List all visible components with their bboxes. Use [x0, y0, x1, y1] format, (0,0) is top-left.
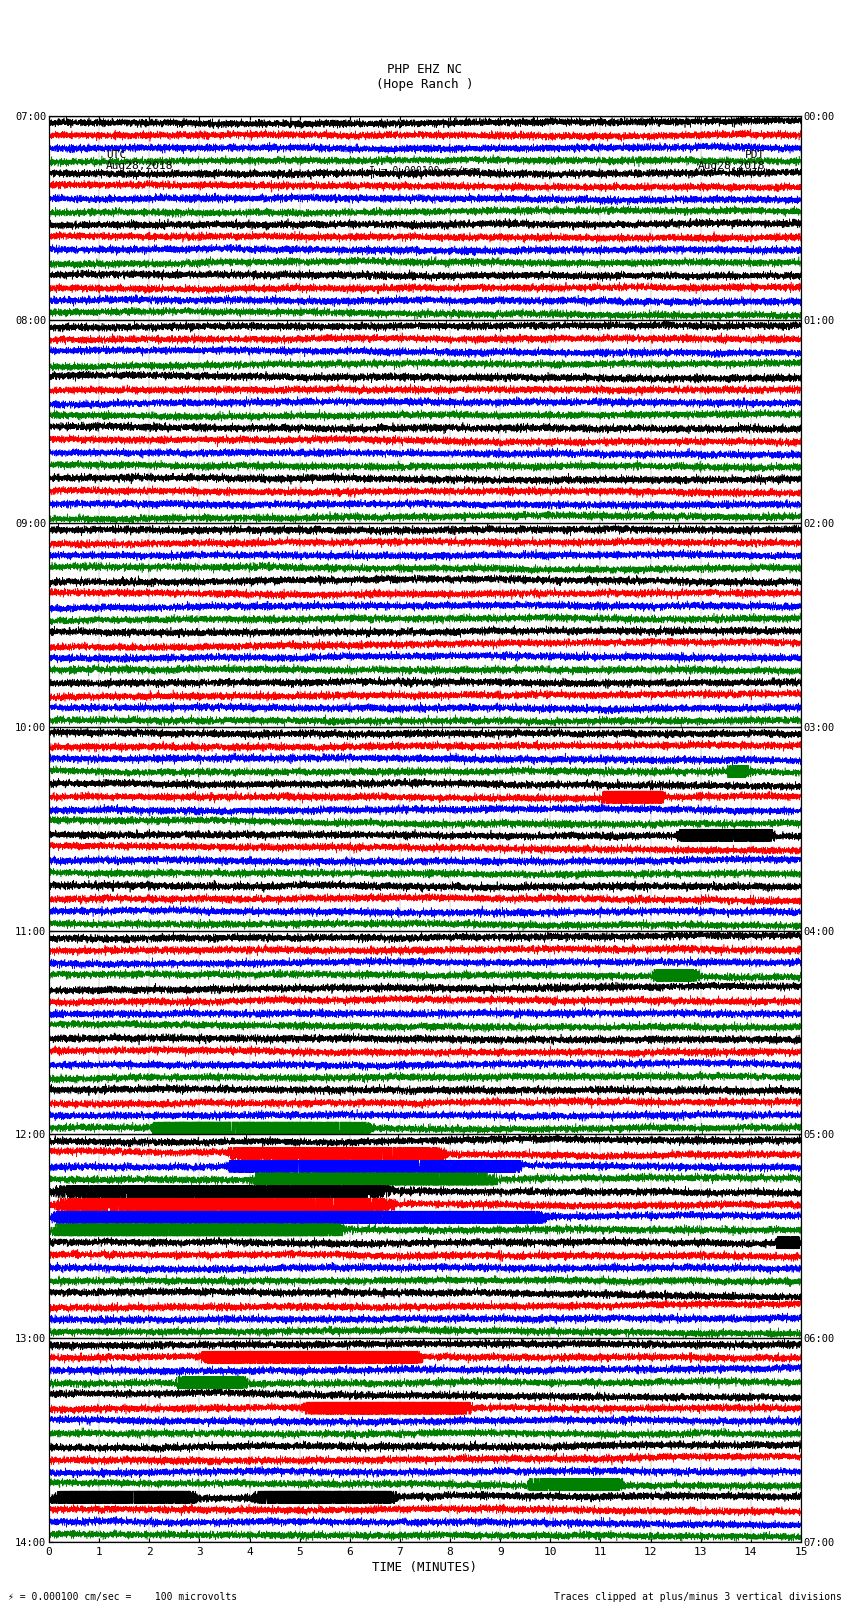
Text: Traces clipped at plus/minus 3 vertical divisions: Traces clipped at plus/minus 3 vertical …: [553, 1592, 842, 1602]
Title: PHP EHZ NC
(Hope Ranch ): PHP EHZ NC (Hope Ranch ): [377, 63, 473, 92]
Text: Aug28,2018: Aug28,2018: [698, 161, 765, 171]
Text: ⚡ = 0.000100 cm/sec =    100 microvolts: ⚡ = 0.000100 cm/sec = 100 microvolts: [8, 1592, 238, 1602]
Text: I = 0.000100 cm/sec: I = 0.000100 cm/sec: [369, 166, 481, 176]
Text: UTC: UTC: [106, 150, 127, 160]
Text: Aug28,2018: Aug28,2018: [106, 161, 173, 171]
Text: PDT: PDT: [745, 150, 765, 160]
X-axis label: TIME (MINUTES): TIME (MINUTES): [372, 1561, 478, 1574]
